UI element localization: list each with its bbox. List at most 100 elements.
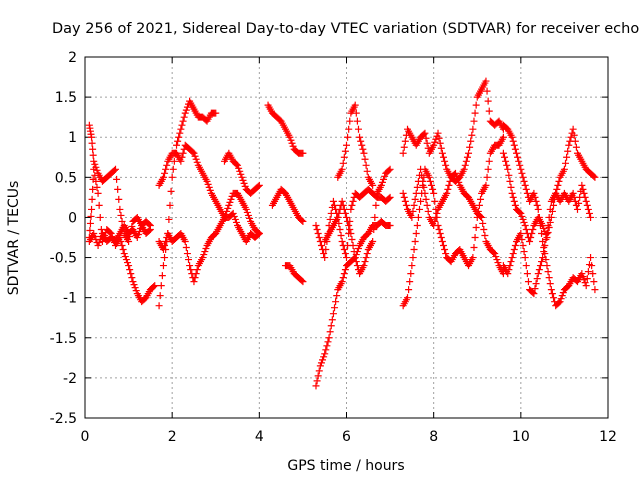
data-point-interp (583, 275, 591, 283)
data-point (125, 262, 133, 270)
y-axis-label: SDTVAR / TECUs (6, 181, 22, 296)
data-point (316, 362, 324, 370)
data-point-interp (518, 236, 526, 244)
data-point-interp (439, 153, 447, 161)
data-point-interp (581, 193, 589, 201)
data-point (255, 229, 263, 237)
data-point-interp (541, 242, 549, 250)
data-point-interp (134, 230, 142, 238)
data-point (312, 382, 320, 390)
data-point-interp (571, 137, 579, 145)
data-point-interp (231, 215, 239, 223)
data-point-interp (353, 117, 361, 125)
data-point-interp (189, 148, 197, 156)
data-point-interp (340, 153, 348, 161)
data-point-interp (533, 201, 541, 209)
data-point-interp (416, 205, 424, 213)
data-point-interp (481, 231, 489, 239)
data-point-interp (106, 228, 114, 236)
data-point-interp (540, 248, 548, 256)
data-point (399, 189, 407, 197)
data-point-interp (179, 149, 187, 157)
data-point (94, 189, 102, 197)
data-point-interp (222, 210, 230, 218)
data-point-interp (522, 185, 530, 193)
data-point-interp (126, 266, 134, 274)
data-point-interp (509, 250, 517, 258)
data-point (299, 217, 307, 225)
data-point-interp (161, 169, 169, 177)
data-point-interp (409, 254, 417, 262)
data-point (299, 278, 307, 286)
data-point (521, 221, 529, 229)
data-point (229, 209, 237, 217)
data-point-interp (89, 145, 97, 153)
data-point (573, 205, 581, 213)
data-point-interp (583, 201, 591, 209)
data-point (146, 225, 154, 233)
data-point (186, 262, 194, 270)
data-point-interp (182, 244, 190, 252)
data-point-interp (545, 223, 553, 231)
data-point-interp (118, 242, 126, 250)
data-point-interp (353, 262, 361, 270)
data-point (578, 270, 586, 278)
x-tick-label: 2 (168, 429, 177, 445)
data-point-interp (287, 136, 295, 144)
data-point (338, 238, 346, 246)
data-point-interp (436, 139, 444, 147)
data-point-interp (162, 165, 170, 173)
data-point-interp (479, 219, 487, 227)
data-point-interp (516, 161, 524, 169)
data-point-interp (319, 356, 327, 364)
data-point-interp (463, 153, 471, 161)
data-point-interp (511, 201, 519, 209)
data-point (181, 238, 189, 246)
data-point-interp (345, 221, 353, 229)
data-point-interp (523, 189, 531, 197)
data-point-interp (130, 281, 138, 289)
data-point-interp (192, 270, 200, 278)
data-point-interp (442, 250, 450, 258)
data-point-interp (423, 139, 431, 147)
data-point-interp (333, 292, 341, 300)
data-point (151, 282, 159, 290)
data-point-interp (175, 133, 183, 141)
data-point (587, 213, 595, 221)
data-point-interp (514, 153, 522, 161)
data-point-interp (324, 338, 332, 346)
data-point-interp (361, 155, 369, 163)
data-point (534, 205, 542, 213)
data-point-interp (235, 164, 243, 172)
data-point-interp (346, 225, 354, 233)
data-point (417, 197, 425, 205)
data-point-interp (461, 161, 469, 169)
x-tick-label: 8 (429, 429, 438, 445)
data-point (338, 278, 346, 286)
data-point-interp (378, 178, 386, 186)
data-point (482, 181, 490, 189)
data-point (351, 254, 359, 262)
data-point-interp (110, 166, 118, 174)
data-point (168, 173, 176, 181)
data-point-interp (519, 215, 527, 223)
data-point-interp (335, 209, 343, 217)
data-point (582, 282, 590, 290)
data-point (177, 157, 185, 165)
data-point-interp (564, 147, 572, 155)
data-point (116, 205, 124, 213)
data-point (417, 165, 425, 173)
y-tick-label: 1 (68, 130, 77, 146)
y-tick-label: -0.5 (50, 251, 77, 267)
data-point-interp (340, 270, 348, 278)
data-point (438, 149, 446, 157)
data-point-interp (340, 205, 348, 213)
data-point-interp (519, 242, 527, 250)
data-point-interp (158, 272, 166, 280)
data-point-interp (532, 280, 540, 288)
data-point-interp (227, 195, 235, 203)
data-point-interp (298, 277, 306, 285)
data-point (491, 250, 499, 258)
data-point-interp (570, 131, 578, 139)
data-point-interp (239, 176, 247, 184)
